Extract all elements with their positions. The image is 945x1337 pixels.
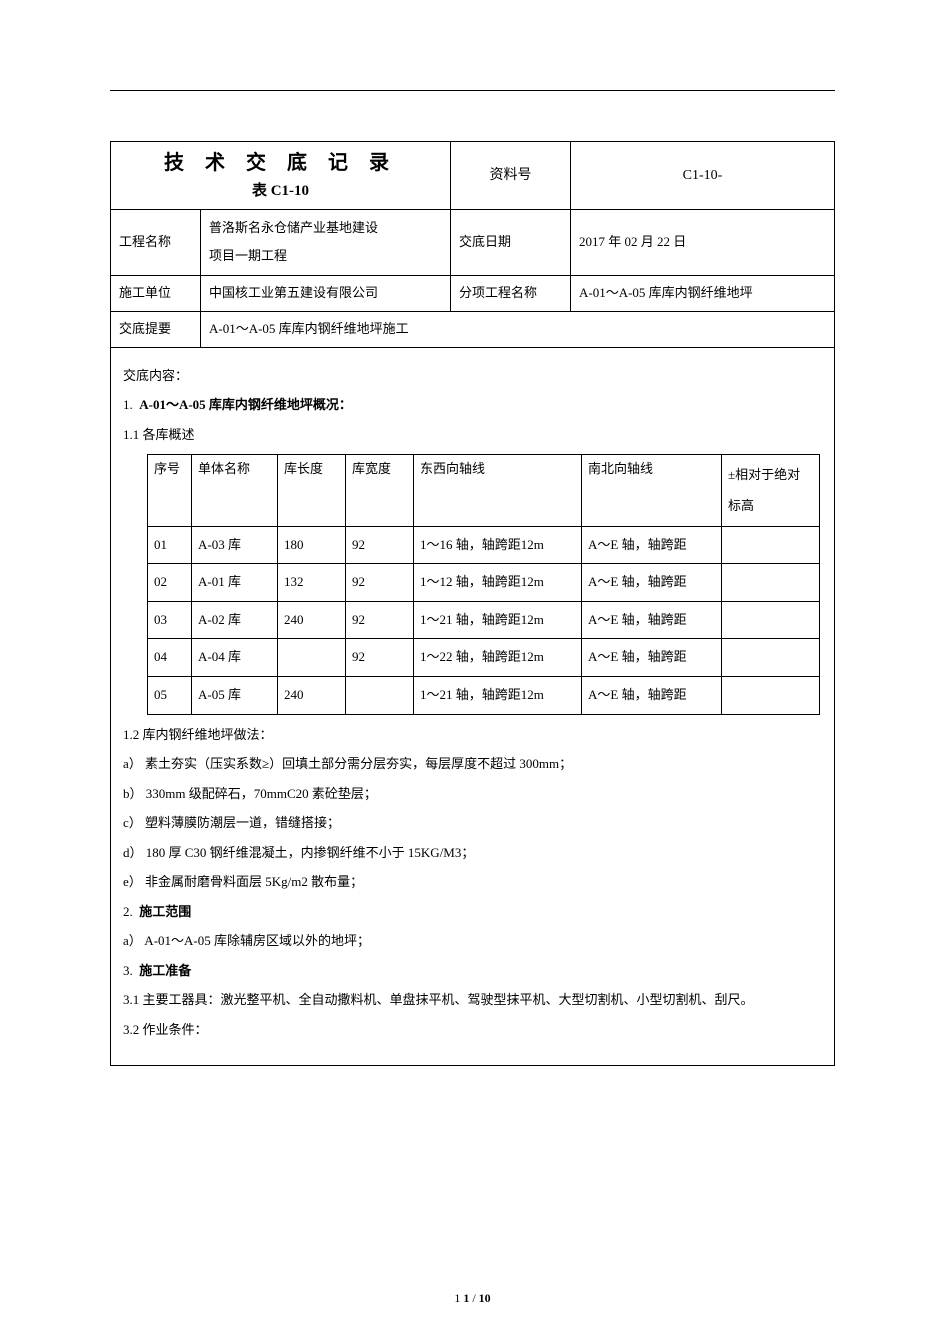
sec2-title: 施工范围 <box>139 904 191 919</box>
cell-len: 180 <box>278 526 346 564</box>
cell-elev <box>722 601 820 639</box>
th-wid: 库宽度 <box>346 455 414 526</box>
th-len: 库长度 <box>278 455 346 526</box>
cell-elev <box>722 676 820 714</box>
cell-ew: 1～21 轴，轴跨距12m <box>414 601 582 639</box>
contractor-label: 施工单位 <box>111 275 201 311</box>
cell-len: 132 <box>278 564 346 602</box>
content-label: 交底内容： <box>123 366 822 386</box>
cell-ns: A～E 轴，轴跨距 <box>582 601 722 639</box>
cell-ew: 1～16 轴，轴跨距12m <box>414 526 582 564</box>
sec1-title: A-01～A-05 库库内钢纤维地坪概况： <box>139 397 352 412</box>
cell-len: 240 <box>278 601 346 639</box>
table-header-row: 序号 单体名称 库长度 库宽度 东西向轴线 南北向轴线 ±相对于绝对标高 <box>148 455 820 526</box>
cell-wid: 92 <box>346 526 414 564</box>
sec1: 1. A-01～A-05 库库内钢纤维地坪概况： <box>123 395 822 415</box>
cell-wid: 92 <box>346 564 414 602</box>
warehouse-table: 序号 单体名称 库长度 库宽度 东西向轴线 南北向轴线 ±相对于绝对标高 01A… <box>147 454 820 714</box>
th-ns: 南北向轴线 <box>582 455 722 526</box>
cell-no: 01 <box>148 526 192 564</box>
sec2-num: 2. <box>123 904 133 919</box>
sec3-title: 施工准备 <box>139 963 191 978</box>
item-e: e） 非金属耐磨骨料面层 5Kg/m2 散布量； <box>123 872 822 892</box>
subitem-value: A-01～A-05 库库内钢纤维地坪 <box>571 275 835 311</box>
table-row: 05A-05 库240 1～21 轴，轴跨距12mA～E 轴，轴跨距 <box>148 676 820 714</box>
cell-elev <box>722 564 820 602</box>
th-no: 序号 <box>148 455 192 526</box>
cell-wid: 92 <box>346 601 414 639</box>
cell-wid: 92 <box>346 639 414 677</box>
subitem-label: 分项工程名称 <box>451 275 571 311</box>
page-total: 10 <box>479 1291 491 1305</box>
cell-ns: A～E 轴，轴跨距 <box>582 676 722 714</box>
item-c: c） 塑料薄膜防潮层一道，错缝搭接； <box>123 813 822 833</box>
cell-wid <box>346 676 414 714</box>
sec2-a: a） A-01～A-05 库除辅房区域以外的地坪； <box>123 931 822 951</box>
cell-ew: 1～22 轴，轴跨距12m <box>414 639 582 677</box>
sec3-2: 3.2 作业条件： <box>123 1020 822 1040</box>
sec2: 2. 施工范围 <box>123 902 822 922</box>
table-row: 01A-03 库180921～16 轴，轴跨距12mA～E 轴，轴跨距 <box>148 526 820 564</box>
th-ew: 东西向轴线 <box>414 455 582 526</box>
doc-title: 技 术 交 底 记 录 <box>119 148 442 178</box>
project-line2: 项目一期工程 <box>209 242 442 271</box>
cell-ns: A～E 轴，轴跨距 <box>582 526 722 564</box>
header-table: 技 术 交 底 记 录 表 C1-10 资料号 C1-10- 工程名称 普洛斯名… <box>110 141 835 348</box>
doc-title-cell: 技 术 交 底 记 录 表 C1-10 <box>111 142 451 210</box>
cell-no: 05 <box>148 676 192 714</box>
project-line1: 普洛斯名永仓储产业基地建设 <box>209 214 442 243</box>
page-rule <box>110 90 835 91</box>
cell-ew: 1～12 轴，轴跨距12m <box>414 564 582 602</box>
body-box: 交底内容： 1. A-01～A-05 库库内钢纤维地坪概况： 1.1 各库概述 … <box>110 348 835 1066</box>
table-row: 04A-04 库 921～22 轴，轴跨距12mA～E 轴，轴跨距 <box>148 639 820 677</box>
cell-name: A-05 库 <box>192 676 278 714</box>
sec3-1: 3.1 主要工器具：激光整平机、全自动撒料机、单盘抹平机、驾驶型抹平机、大型切割… <box>123 990 822 1010</box>
item-b: b） 330mm 级配碎石，70mmC20 素砼垫层； <box>123 784 822 804</box>
date-label: 交底日期 <box>451 209 571 275</box>
doc-no-value: C1-10- <box>571 142 835 210</box>
page-footer: 1 1 / 10 <box>0 1289 945 1307</box>
date-value: 2017 年 02 月 22 日 <box>571 209 835 275</box>
cell-elev <box>722 526 820 564</box>
sec1-2-title: 1.2 库内钢纤维地坪做法： <box>123 725 822 745</box>
sec3: 3. 施工准备 <box>123 961 822 981</box>
th-elev: ±相对于绝对标高 <box>722 455 820 526</box>
cell-name: A-04 库 <box>192 639 278 677</box>
table-row: 03A-02 库240921～21 轴，轴跨距12mA～E 轴，轴跨距 <box>148 601 820 639</box>
cell-len <box>278 639 346 677</box>
cell-len: 240 <box>278 676 346 714</box>
project-label: 工程名称 <box>111 209 201 275</box>
item-d: d） 180 厚 C30 钢纤维混凝土，内掺钢纤维不小于 15KG/M3； <box>123 843 822 863</box>
cell-elev <box>722 639 820 677</box>
summary-label: 交底提要 <box>111 311 201 347</box>
doc-subtitle: 表 C1-10 <box>119 180 442 203</box>
cell-no: 04 <box>148 639 192 677</box>
cell-name: A-03 库 <box>192 526 278 564</box>
sec1-1-title: 1.1 各库概述 <box>123 425 822 445</box>
doc-no-label: 资料号 <box>451 142 571 210</box>
cell-no: 02 <box>148 564 192 602</box>
project-value: 普洛斯名永仓储产业基地建设 项目一期工程 <box>201 209 451 275</box>
cell-ns: A～E 轴，轴跨距 <box>582 639 722 677</box>
page-cur: 1 <box>454 1291 460 1305</box>
item-a: a） 素土夯实（压实系数≥）回填土部分需分层夯实，每层厚度不超过 300mm； <box>123 754 822 774</box>
summary-value: A-01～A-05 库库内钢纤维地坪施工 <box>201 311 835 347</box>
cell-no: 03 <box>148 601 192 639</box>
th-name: 单体名称 <box>192 455 278 526</box>
sec3-num: 3. <box>123 963 133 978</box>
cell-name: A-01 库 <box>192 564 278 602</box>
contractor-value: 中国核工业第五建设有限公司 <box>201 275 451 311</box>
sec1-num: 1. <box>123 397 133 412</box>
cell-ew: 1～21 轴，轴跨距12m <box>414 676 582 714</box>
page-bold: 1 <box>463 1291 469 1305</box>
page: 技 术 交 底 记 录 表 C1-10 资料号 C1-10- 工程名称 普洛斯名… <box>0 0 945 1337</box>
cell-name: A-02 库 <box>192 601 278 639</box>
table-row: 02A-01 库132921～12 轴，轴跨距12mA～E 轴，轴跨距 <box>148 564 820 602</box>
cell-ns: A～E 轴，轴跨距 <box>582 564 722 602</box>
